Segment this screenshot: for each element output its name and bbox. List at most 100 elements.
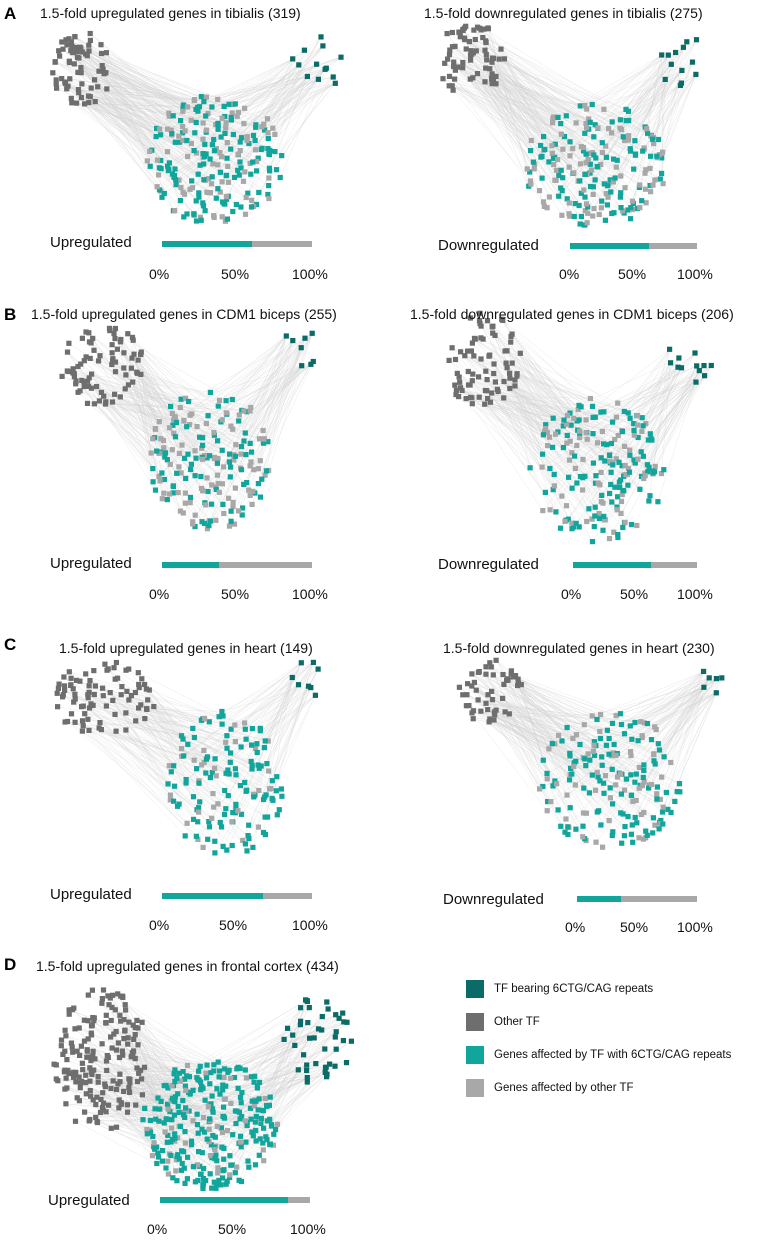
gene-node [554, 781, 560, 787]
gene-node [665, 806, 671, 812]
repeat-tf-node [319, 1014, 325, 1020]
gene-node [165, 126, 171, 132]
gene-node [627, 447, 633, 453]
other-tf-node [146, 687, 152, 693]
gene-node [193, 198, 199, 204]
gene-node [264, 761, 270, 767]
other-tf-node [92, 77, 98, 83]
gene-node [258, 1120, 264, 1126]
gene-node [265, 191, 271, 198]
legend-swatch-tf-repeat [466, 979, 484, 998]
gene-node [618, 721, 625, 728]
gene-node [573, 520, 579, 526]
gene-node [159, 470, 165, 476]
other-tf-node [477, 310, 483, 316]
gene-node [160, 437, 167, 443]
gene-node [218, 1182, 224, 1188]
other-tf-node [89, 371, 95, 377]
gene-node [201, 520, 208, 526]
gene-node [221, 103, 227, 109]
other-tf-node [89, 1071, 95, 1078]
gene-node [618, 190, 624, 196]
gene-node [539, 464, 545, 470]
gene-node [182, 1129, 188, 1135]
other-tf-node [500, 672, 506, 678]
other-tf-node [81, 1017, 87, 1023]
other-tf-node [72, 1026, 78, 1032]
other-tf-node [76, 1025, 82, 1031]
repeat-tf-node [336, 1015, 342, 1021]
gene-node [677, 789, 683, 795]
bar-rest-c-up [262, 893, 312, 899]
gene-node [212, 1134, 218, 1140]
gene-node [563, 113, 569, 119]
gene-node [257, 725, 263, 731]
gene-node [223, 806, 229, 812]
gene-node [205, 413, 211, 419]
gene-node [235, 808, 241, 814]
gene-node [253, 1113, 259, 1119]
gene-node [601, 409, 607, 415]
other-tf-node [489, 74, 495, 80]
gene-node [230, 426, 236, 432]
other-tf-node [475, 697, 481, 703]
repeat-tf-node [701, 363, 707, 369]
gene-node [196, 104, 203, 110]
gene-node [572, 782, 578, 788]
gene-node [540, 451, 546, 457]
tick-0-b-up: 0% [149, 586, 170, 602]
other-tf-node [70, 366, 76, 372]
gene-node [193, 119, 199, 125]
gene-node [263, 468, 269, 474]
gene-node [187, 494, 194, 500]
gene-node [240, 837, 246, 843]
other-tf-node [122, 1027, 128, 1033]
other-tf-node [115, 1040, 121, 1046]
other-tf-node [76, 1098, 82, 1104]
other-tf-node [75, 363, 81, 370]
other-tf-node [127, 1080, 133, 1086]
other-tf-node [449, 29, 455, 36]
other-tf-node [457, 379, 463, 385]
other-tf-node [63, 37, 69, 43]
gene-node [640, 423, 646, 429]
other-tf-node [103, 1058, 110, 1064]
gene-node [590, 191, 596, 197]
gene-node [151, 1143, 157, 1150]
other-tf-node [87, 1078, 93, 1084]
gene-node [229, 396, 235, 403]
gene-node [603, 742, 609, 748]
gene-node [609, 499, 615, 505]
gene-node [175, 490, 181, 496]
other-tf-node [58, 1037, 65, 1043]
other-tf-node [480, 35, 486, 41]
gene-node [618, 205, 624, 211]
gene-node [225, 179, 232, 185]
gene-node [262, 127, 268, 133]
gene-node [627, 415, 633, 421]
gene-node [254, 1083, 261, 1089]
other-tf-node [121, 1017, 127, 1023]
gene-node [197, 162, 203, 168]
other-tf-node [87, 94, 93, 100]
gene-node [595, 480, 601, 486]
gene-node [172, 1078, 178, 1085]
gene-node [540, 432, 546, 438]
repeat-tf-node [310, 358, 316, 365]
gene-node [628, 205, 634, 211]
gene-node [178, 396, 184, 402]
gene-node [218, 1125, 224, 1131]
other-tf-node [460, 59, 466, 66]
gene-node [261, 436, 267, 442]
gene-node [211, 1062, 217, 1068]
panel-title-a-down: 1.5-fold downregulated genes in tibialis… [424, 5, 703, 21]
gene-node [261, 1158, 267, 1164]
gene-node [583, 417, 589, 423]
legend-swatch-gene-repeat [466, 1045, 484, 1064]
gene-node [209, 104, 215, 110]
gene-node [232, 766, 238, 772]
other-tf-node [487, 66, 493, 72]
gene-node [266, 768, 272, 774]
other-tf-node [71, 1072, 77, 1078]
gene-node [176, 450, 182, 456]
